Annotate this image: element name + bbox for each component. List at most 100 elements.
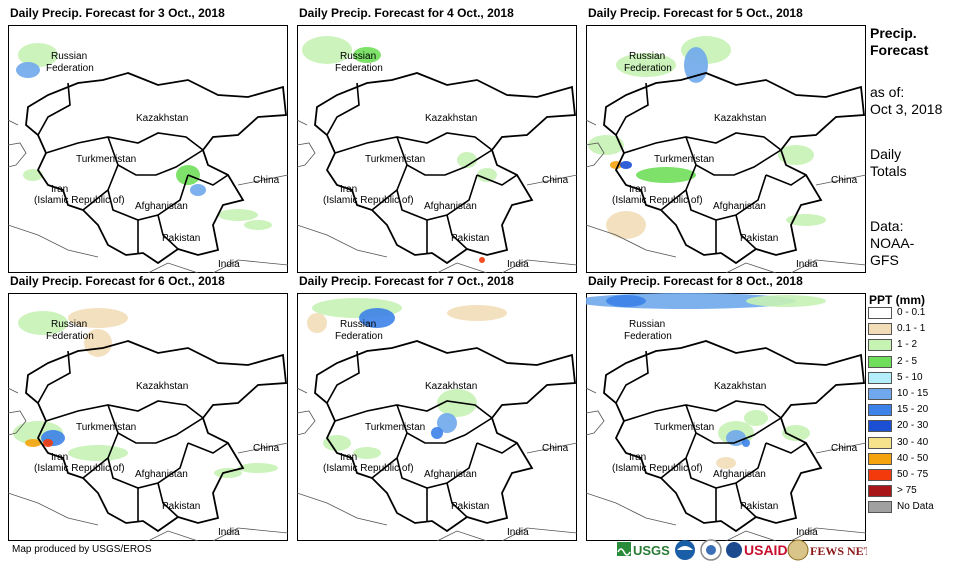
precip-area — [588, 135, 624, 155]
country-label: Russian — [629, 319, 665, 330]
country-label: Afghanistan — [424, 201, 477, 212]
fewsnet-logo: FEWS NET — [787, 539, 867, 561]
country-label: Afghanistan — [424, 469, 477, 480]
legend-swatch — [868, 452, 892, 465]
country-label: Kazakhstan — [425, 113, 477, 124]
country-label: Iran — [51, 452, 68, 463]
side-totals: Daily Totals — [870, 146, 907, 179]
precip-area — [746, 295, 826, 307]
usgs-logo: USGS — [617, 542, 670, 558]
side-date: Oct 3, 2018 — [870, 101, 943, 117]
country-label: Kazakhstan — [714, 381, 766, 392]
country-label: India — [507, 527, 529, 538]
country-label: Pakistan — [451, 501, 489, 512]
country-label: India — [796, 259, 818, 270]
agency-logos: USGS USAID FEWS NET — [617, 539, 867, 561]
country-label: Iran — [340, 184, 357, 195]
country-borders — [37, 82, 229, 253]
legend-label: 5 - 10 — [897, 371, 923, 383]
country-label: Pakistan — [162, 233, 200, 244]
precip-area — [726, 430, 746, 446]
country-label: Russian — [629, 51, 665, 62]
panel-title: Daily Precip. Forecast for 8 Oct., 2018 — [588, 274, 803, 288]
precip-area — [244, 220, 272, 230]
country-label: Federation — [46, 63, 94, 74]
precip-area — [778, 145, 814, 165]
legend-swatch — [868, 420, 892, 433]
coastline — [8, 387, 288, 541]
country-label: India — [796, 527, 818, 538]
country-label: Kazakhstan — [136, 381, 188, 392]
precip-area — [302, 36, 352, 64]
legend-label: 0 - 0.1 — [897, 307, 926, 318]
precip-area — [353, 47, 381, 63]
legend-item: 0 - 0.1 — [868, 306, 958, 320]
legend-item: 10 - 15 — [868, 387, 958, 401]
country-label: Russian — [51, 319, 87, 330]
legend-label: 2 - 5 — [897, 355, 918, 367]
side-heading: Precip. Forecast — [870, 25, 950, 59]
country-label: India — [507, 259, 529, 270]
legend-swatch — [868, 355, 892, 368]
legend-label: 50 - 75 — [897, 469, 929, 480]
legend-swatch — [868, 323, 892, 336]
country-label: (Islamic Republic of) — [323, 195, 414, 206]
precip-area — [307, 313, 327, 333]
legend-item: 2 - 5 — [868, 355, 958, 369]
country-label: Afghanistan — [135, 201, 188, 212]
region-border — [25, 340, 287, 533]
country-label: China — [831, 175, 858, 186]
legend-swatch — [868, 501, 892, 514]
legend-item: > 75 — [868, 484, 958, 498]
panel-title: Daily Precip. Forecast for 5 Oct., 2018 — [588, 6, 803, 20]
legend-label: No Data — [897, 501, 934, 513]
panel-title: Daily Precip. Forecast for 4 Oct., 2018 — [299, 6, 514, 20]
panel-title: Daily Precip. Forecast for 6 Oct., 2018 — [10, 274, 225, 288]
coastline — [586, 387, 866, 541]
precip-area — [447, 305, 507, 321]
country-label: Kazakhstan — [136, 113, 188, 124]
side-asof: as of: — [870, 84, 905, 100]
country-label: Pakistan — [740, 233, 778, 244]
precip-area — [218, 209, 258, 221]
country-label: Turkmenistan — [654, 422, 714, 433]
legend-label: 20 - 30 — [897, 420, 929, 432]
country-label: Afghanistan — [713, 469, 766, 480]
seal-logo — [700, 539, 722, 561]
legend-swatch — [868, 371, 892, 384]
region-border — [314, 340, 576, 533]
country-label: Turkmenistan — [365, 422, 425, 433]
forecast-panel: Daily Precip. Forecast for 7 Oct., 2018 R… — [297, 274, 577, 541]
map-frame — [297, 25, 577, 273]
map-frame — [8, 293, 288, 541]
coastline — [8, 119, 288, 273]
legend-label: 15 - 20 — [897, 404, 929, 416]
noaa-logo — [675, 540, 695, 560]
credit-text: Map produced by USGS/EROS — [12, 544, 152, 555]
legend-item: 50 - 75 — [868, 468, 958, 482]
map-frame — [8, 25, 288, 273]
precip-area — [238, 463, 278, 473]
country-label: Federation — [624, 331, 672, 342]
precip-area — [18, 43, 58, 67]
country-label: Russian — [340, 319, 376, 330]
side-heading-text: Precip. Forecast — [870, 25, 929, 58]
precip-area — [68, 308, 128, 328]
usaid-logo: USAID — [726, 542, 788, 558]
legend-swatch — [868, 485, 892, 498]
precip-area — [457, 152, 477, 168]
legend-swatch — [868, 404, 892, 417]
precip-area — [742, 439, 750, 447]
legend-item: 20 - 30 — [868, 419, 958, 433]
country-borders — [326, 82, 518, 253]
precip-area — [620, 161, 632, 169]
country-label: India — [218, 527, 240, 538]
precip-area — [16, 62, 40, 78]
country-label: (Islamic Republic of) — [612, 463, 703, 474]
side-data-source: Data: NOAA-GFS — [870, 218, 915, 268]
country-label: China — [542, 175, 569, 186]
country-label: Turkmenistan — [76, 154, 136, 165]
